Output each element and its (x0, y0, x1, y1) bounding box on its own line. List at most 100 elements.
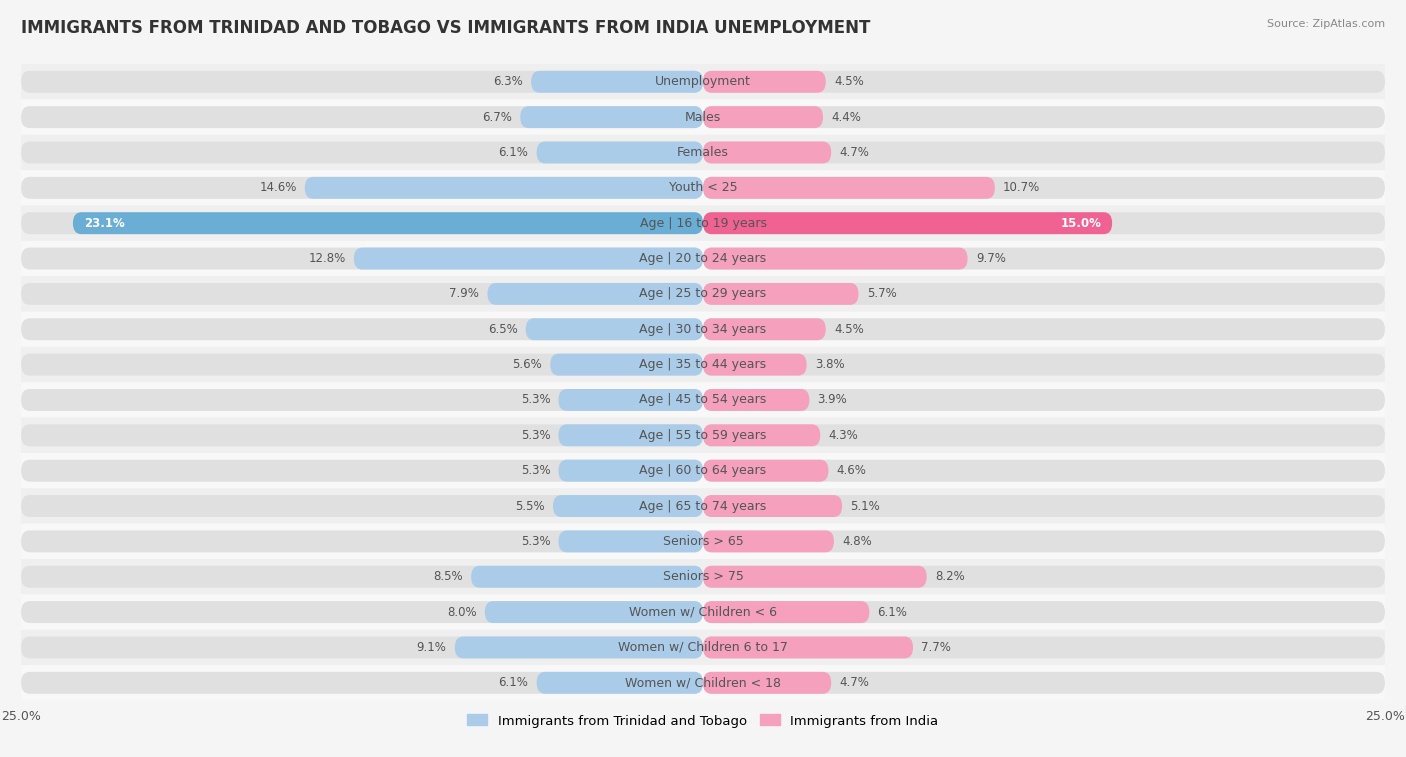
FancyBboxPatch shape (21, 565, 703, 587)
Text: Age | 30 to 34 years: Age | 30 to 34 years (640, 322, 766, 336)
Text: 4.7%: 4.7% (839, 146, 869, 159)
FancyBboxPatch shape (703, 71, 1385, 93)
FancyBboxPatch shape (21, 488, 1385, 524)
FancyBboxPatch shape (21, 241, 1385, 276)
Text: 5.1%: 5.1% (851, 500, 880, 512)
FancyBboxPatch shape (703, 565, 1385, 587)
FancyBboxPatch shape (21, 382, 1385, 418)
FancyBboxPatch shape (703, 318, 1385, 340)
FancyBboxPatch shape (21, 170, 1385, 205)
FancyBboxPatch shape (558, 389, 703, 411)
FancyBboxPatch shape (703, 283, 859, 305)
Text: 6.5%: 6.5% (488, 322, 517, 336)
FancyBboxPatch shape (21, 601, 703, 623)
FancyBboxPatch shape (21, 205, 1385, 241)
FancyBboxPatch shape (703, 637, 1385, 659)
Text: Age | 20 to 24 years: Age | 20 to 24 years (640, 252, 766, 265)
Text: Youth < 25: Youth < 25 (669, 182, 737, 195)
FancyBboxPatch shape (21, 312, 1385, 347)
Text: 12.8%: 12.8% (308, 252, 346, 265)
FancyBboxPatch shape (21, 64, 1385, 99)
FancyBboxPatch shape (21, 637, 703, 659)
FancyBboxPatch shape (21, 347, 1385, 382)
FancyBboxPatch shape (537, 142, 703, 164)
Text: 14.6%: 14.6% (259, 182, 297, 195)
Text: 7.7%: 7.7% (921, 641, 950, 654)
FancyBboxPatch shape (21, 524, 1385, 559)
Text: Males: Males (685, 111, 721, 123)
Text: Source: ZipAtlas.com: Source: ZipAtlas.com (1267, 19, 1385, 29)
FancyBboxPatch shape (21, 389, 703, 411)
FancyBboxPatch shape (21, 142, 703, 164)
Text: 4.6%: 4.6% (837, 464, 866, 477)
Text: 8.2%: 8.2% (935, 570, 965, 583)
Text: 8.5%: 8.5% (433, 570, 463, 583)
FancyBboxPatch shape (703, 389, 810, 411)
FancyBboxPatch shape (703, 71, 825, 93)
FancyBboxPatch shape (703, 248, 967, 269)
FancyBboxPatch shape (703, 248, 1385, 269)
FancyBboxPatch shape (703, 495, 842, 517)
FancyBboxPatch shape (21, 283, 703, 305)
FancyBboxPatch shape (21, 495, 703, 517)
Text: 6.1%: 6.1% (877, 606, 907, 618)
Text: 5.6%: 5.6% (512, 358, 543, 371)
Legend: Immigrants from Trinidad and Tobago, Immigrants from India: Immigrants from Trinidad and Tobago, Imm… (463, 709, 943, 733)
Text: 4.3%: 4.3% (828, 428, 858, 442)
FancyBboxPatch shape (21, 177, 703, 199)
FancyBboxPatch shape (21, 106, 703, 128)
FancyBboxPatch shape (703, 637, 912, 659)
FancyBboxPatch shape (703, 106, 823, 128)
Text: 6.3%: 6.3% (494, 75, 523, 89)
Text: 4.4%: 4.4% (831, 111, 860, 123)
Text: 3.9%: 3.9% (817, 394, 848, 407)
Text: 6.1%: 6.1% (499, 676, 529, 690)
FancyBboxPatch shape (354, 248, 703, 269)
Text: Age | 60 to 64 years: Age | 60 to 64 years (640, 464, 766, 477)
Text: 6.1%: 6.1% (499, 146, 529, 159)
FancyBboxPatch shape (703, 354, 807, 375)
FancyBboxPatch shape (21, 459, 703, 481)
FancyBboxPatch shape (537, 672, 703, 693)
FancyBboxPatch shape (703, 425, 1385, 447)
FancyBboxPatch shape (520, 106, 703, 128)
Text: Women w/ Children 6 to 17: Women w/ Children 6 to 17 (619, 641, 787, 654)
FancyBboxPatch shape (703, 354, 1385, 375)
FancyBboxPatch shape (21, 99, 1385, 135)
Text: Age | 65 to 74 years: Age | 65 to 74 years (640, 500, 766, 512)
FancyBboxPatch shape (703, 459, 828, 481)
Text: 6.7%: 6.7% (482, 111, 512, 123)
FancyBboxPatch shape (703, 142, 831, 164)
Text: 5.3%: 5.3% (520, 428, 550, 442)
FancyBboxPatch shape (703, 672, 831, 693)
Text: 4.5%: 4.5% (834, 75, 863, 89)
FancyBboxPatch shape (558, 425, 703, 447)
FancyBboxPatch shape (531, 71, 703, 93)
FancyBboxPatch shape (703, 389, 1385, 411)
FancyBboxPatch shape (21, 665, 1385, 700)
Text: Age | 45 to 54 years: Age | 45 to 54 years (640, 394, 766, 407)
FancyBboxPatch shape (21, 594, 1385, 630)
Text: 9.7%: 9.7% (976, 252, 1005, 265)
Text: Females: Females (678, 146, 728, 159)
FancyBboxPatch shape (21, 672, 703, 693)
FancyBboxPatch shape (21, 212, 703, 234)
FancyBboxPatch shape (485, 601, 703, 623)
FancyBboxPatch shape (703, 177, 1385, 199)
FancyBboxPatch shape (703, 531, 1385, 553)
FancyBboxPatch shape (703, 283, 1385, 305)
FancyBboxPatch shape (21, 559, 1385, 594)
Text: 4.7%: 4.7% (839, 676, 869, 690)
FancyBboxPatch shape (703, 565, 927, 587)
FancyBboxPatch shape (471, 565, 703, 587)
FancyBboxPatch shape (703, 495, 1385, 517)
FancyBboxPatch shape (21, 276, 1385, 312)
Text: 15.0%: 15.0% (1060, 217, 1101, 229)
FancyBboxPatch shape (488, 283, 703, 305)
FancyBboxPatch shape (21, 418, 1385, 453)
FancyBboxPatch shape (703, 601, 869, 623)
FancyBboxPatch shape (703, 601, 1385, 623)
FancyBboxPatch shape (21, 354, 703, 375)
FancyBboxPatch shape (703, 531, 834, 553)
Text: 5.3%: 5.3% (520, 535, 550, 548)
